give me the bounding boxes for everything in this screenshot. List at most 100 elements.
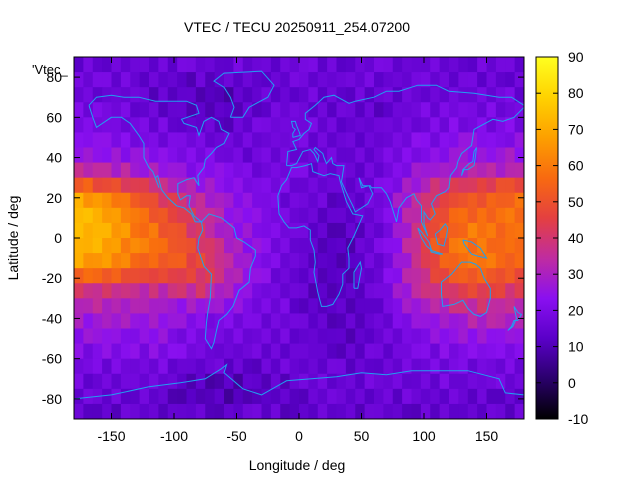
heatmap-cell-886 <box>280 328 291 345</box>
heatmap-cell-175 <box>364 102 375 118</box>
heatmap-cell-704 <box>374 268 384 284</box>
heatmap-cell-272 <box>374 132 384 149</box>
heatmap-cell-190 <box>505 102 516 118</box>
heatmap-cell-800 <box>374 298 384 315</box>
heatmap-cell-838 <box>280 313 291 330</box>
heatmap-cell-803 <box>402 298 413 315</box>
heatmap-cell-529 <box>83 222 94 239</box>
heatmap-cell-200 <box>149 117 159 134</box>
heatmap-cell-152 <box>149 102 159 118</box>
heatmap-cell-113 <box>233 87 244 103</box>
heatmap-cell-1036 <box>336 373 347 390</box>
heatmap-cell-908 <box>486 328 497 345</box>
heatmap-cell-552 <box>299 222 309 239</box>
heatmap-cell-611 <box>402 238 413 254</box>
heatmap-cell-382 <box>505 162 516 179</box>
heatmap-cell-762 <box>467 283 478 299</box>
heatmap-cell-237 <box>495 117 506 134</box>
heatmap-cell-953 <box>458 343 469 360</box>
heatmap-cell-1006 <box>505 358 516 375</box>
heatmap-cell-20 <box>261 57 272 73</box>
heatmap-cell-1129 <box>308 403 319 419</box>
heatmap-cell-253 <box>195 132 206 149</box>
heatmap-cell-656 <box>374 253 384 269</box>
heatmap-cell-306 <box>242 147 253 164</box>
heatmap-cell-686 <box>205 268 216 284</box>
heatmap-cell-721 <box>83 283 94 299</box>
heatmap-cell-50 <box>92 72 103 88</box>
heatmap-cell-335 <box>514 147 524 164</box>
heatmap-cell-1139 <box>402 403 413 419</box>
heatmap-cell-263 <box>289 132 300 149</box>
heatmap-cell-136 <box>449 87 459 103</box>
heatmap-cell-1101 <box>495 388 506 405</box>
heatmap-cell-601 <box>308 238 319 254</box>
heatmap-cell-119 <box>289 87 300 103</box>
heatmap-cell-1076 <box>261 388 272 405</box>
heatmap-cell-821 <box>120 313 131 330</box>
heatmap-cell-1095 <box>439 388 450 405</box>
heatmap-cell-1044 <box>411 373 422 390</box>
heatmap-cell-210 <box>242 117 253 134</box>
heatmap-cell-591 <box>214 238 225 254</box>
heatmap-cell-776 <box>149 298 159 315</box>
heatmap-cell-854 <box>430 313 441 330</box>
heatmap-cell-451 <box>252 192 263 209</box>
heatmap-cell-393 <box>158 177 169 194</box>
heatmap-cell-176 <box>374 102 384 118</box>
heatmap-cell-458 <box>317 192 328 209</box>
heatmap-cell-697 <box>308 268 319 284</box>
heatmap-cell-127 <box>364 87 375 103</box>
heatmap-cell-780 <box>186 298 197 315</box>
heatmap-cell-479 <box>514 192 524 209</box>
heatmap-cell-301 <box>195 147 206 164</box>
heatmap-cell-641 <box>233 253 244 269</box>
heatmap-cell-921 <box>158 343 169 360</box>
heatmap-cell-884 <box>261 328 272 345</box>
heatmap-cell-664 <box>449 253 459 269</box>
heatmap-cell-404 <box>261 177 272 194</box>
heatmap-cell-635 <box>177 253 188 269</box>
heatmap-cell-769 <box>83 298 94 315</box>
heatmap-cell-892 <box>336 328 347 345</box>
y-tick-label: -80 <box>42 391 62 407</box>
heatmap-cell-1012 <box>111 373 122 390</box>
heatmap-cell-695 <box>289 268 300 284</box>
heatmap-cell-366 <box>355 162 366 179</box>
heatmap-cell-693 <box>270 268 281 284</box>
heatmap-cell-688 <box>224 268 234 284</box>
heatmap-cell-80 <box>374 72 384 88</box>
heatmap-cell-374 <box>430 162 441 179</box>
heatmap-cell-899 <box>402 328 413 345</box>
heatmap-cell-430 <box>505 177 516 194</box>
heatmap-cell-1124 <box>261 403 272 419</box>
heatmap-cell-297 <box>158 147 169 164</box>
heatmap-cell-434 <box>92 192 103 209</box>
heatmap-cell-1063 <box>139 388 150 405</box>
heatmap-cell-262 <box>280 132 291 149</box>
heatmap-cell-1025 <box>233 373 244 390</box>
heatmap-cell-154 <box>167 102 178 118</box>
heatmap-cell-792 <box>299 298 309 315</box>
heatmap-cell-2 <box>92 57 103 73</box>
heatmap-cell-728 <box>149 283 159 299</box>
heatmap-cell-326 <box>430 147 441 164</box>
heatmap-cell-194 <box>92 117 103 134</box>
heatmap-cell-135 <box>439 87 450 103</box>
heatmap-cell-836 <box>261 313 272 330</box>
heatmap-cell-1118 <box>205 403 216 419</box>
heatmap-cell-279 <box>439 132 450 149</box>
heatmap-cell-307 <box>252 147 263 164</box>
heatmap-cell-348 <box>186 162 197 179</box>
heatmap-cell-680 <box>149 268 159 284</box>
heatmap-cell-108 <box>186 87 197 103</box>
heatmap-cell-590 <box>205 238 216 254</box>
heatmap-cell-540 <box>186 222 197 239</box>
heatmap-cell-1120 <box>224 403 234 419</box>
heatmap-cell-1047 <box>439 373 450 390</box>
heatmap-cell-388 <box>111 177 122 194</box>
heatmap-cell-1142 <box>430 403 441 419</box>
heatmap-cell-669 <box>495 253 506 269</box>
heatmap-cell-532 <box>111 222 122 239</box>
heatmap-cell-678 <box>130 268 141 284</box>
